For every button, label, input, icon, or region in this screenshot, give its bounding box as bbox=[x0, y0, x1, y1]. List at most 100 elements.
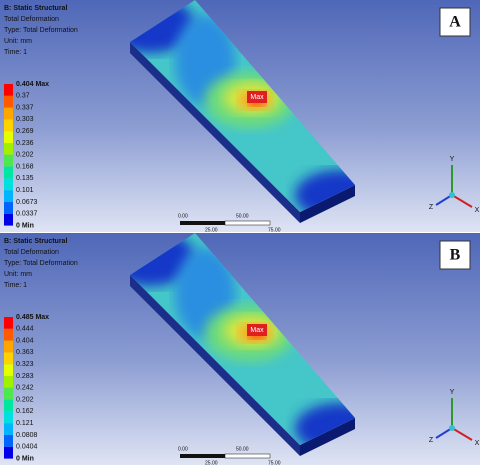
header-line: B: Static Structural bbox=[4, 238, 67, 245]
scale-label: 0.00 bbox=[178, 446, 188, 452]
scale-bar-light bbox=[224, 453, 271, 459]
legend-label: 0.242 bbox=[16, 385, 34, 392]
legend-swatch bbox=[4, 178, 13, 191]
legend-label: 0.202 bbox=[16, 152, 34, 159]
header-line: Unit: mm bbox=[4, 38, 32, 45]
scale-label: 0.00 bbox=[178, 213, 188, 219]
legend-label: 0.0337 bbox=[16, 211, 38, 218]
scale-label: 25.00 bbox=[205, 460, 218, 466]
axis-label: Z bbox=[429, 437, 434, 444]
legend-swatch bbox=[4, 376, 13, 388]
legend-swatch bbox=[4, 435, 13, 447]
legend-label: 0.337 bbox=[16, 104, 34, 111]
max-marker: Max bbox=[250, 327, 264, 334]
scale-bar-light bbox=[224, 220, 271, 226]
legend-label: 0.202 bbox=[16, 396, 34, 403]
legend-label: 0.404 bbox=[16, 337, 34, 344]
triad-origin bbox=[449, 192, 455, 198]
legend-swatch bbox=[4, 364, 13, 376]
legend-label: 0.269 bbox=[16, 128, 34, 135]
legend-swatch bbox=[4, 352, 13, 365]
panel-letter-box bbox=[439, 240, 471, 270]
legend-swatch bbox=[4, 202, 13, 214]
axis-label: Y bbox=[450, 389, 455, 396]
legend-swatch bbox=[4, 84, 13, 96]
legend-label: 0.485 Max bbox=[16, 314, 49, 321]
legend-swatch bbox=[4, 340, 13, 353]
legend-swatch bbox=[4, 399, 13, 412]
legend-label: 0 Min bbox=[16, 222, 34, 229]
axis-label: Y bbox=[450, 156, 455, 163]
legend-label: 0.101 bbox=[16, 187, 34, 194]
legend-swatch bbox=[4, 213, 13, 226]
axis-z bbox=[435, 427, 453, 439]
max-marker-box bbox=[247, 324, 267, 336]
legend-label: 0.0673 bbox=[16, 199, 38, 206]
scale-label: 50.00 bbox=[236, 446, 249, 452]
panel-letter: A bbox=[449, 14, 461, 31]
legend-swatch bbox=[4, 166, 13, 179]
header-line: Total Deformation bbox=[4, 16, 59, 23]
axis-label: X bbox=[475, 207, 480, 214]
plate-side bbox=[130, 275, 300, 456]
panel: B: Static Structural Total Deformation Typ… bbox=[0, 0, 480, 233]
legend-label: 0.404 Max bbox=[16, 81, 49, 88]
header-line: Unit: mm bbox=[4, 271, 32, 278]
axis-label: Z bbox=[429, 204, 434, 211]
max-marker: Max bbox=[250, 94, 264, 101]
triad-origin bbox=[449, 425, 455, 431]
legend-swatch bbox=[4, 446, 13, 459]
panel: B: Static Structural Total Deformation Typ… bbox=[0, 233, 480, 466]
axis-x bbox=[451, 194, 473, 208]
legend-swatch bbox=[4, 387, 13, 400]
legend-label: 0.236 bbox=[16, 140, 34, 147]
legend-swatch bbox=[4, 411, 13, 424]
legend-swatch bbox=[4, 119, 13, 132]
legend-label: 0.37 bbox=[16, 93, 30, 100]
legend-label: 0.323 bbox=[16, 361, 34, 368]
legend-label: 0.363 bbox=[16, 349, 34, 356]
legend-label: 0.121 bbox=[16, 420, 34, 427]
scale-bar-dark bbox=[180, 454, 225, 458]
plate-end bbox=[300, 418, 355, 456]
legend-swatch bbox=[4, 95, 13, 108]
legend-label: 0.283 bbox=[16, 373, 34, 380]
scale-bar-dark bbox=[180, 221, 225, 225]
legend-label: 0 Min bbox=[16, 455, 34, 462]
legend-swatch bbox=[4, 328, 13, 341]
legend-label: 0.0808 bbox=[16, 432, 38, 439]
legend-label: 0.135 bbox=[16, 175, 34, 182]
legend-label: 0.162 bbox=[16, 408, 34, 415]
header-line: Type: Total Deformation bbox=[4, 27, 78, 34]
legend-swatch bbox=[4, 423, 13, 435]
header-line: Time: 1 bbox=[4, 49, 27, 56]
header-line: Type: Total Deformation bbox=[4, 260, 78, 267]
legend-swatch bbox=[4, 107, 13, 120]
legend-label: 0.444 bbox=[16, 326, 34, 333]
panel-letter: B bbox=[450, 247, 461, 264]
header-line: Total Deformation bbox=[4, 249, 59, 256]
plate-end bbox=[300, 185, 355, 223]
plate-side bbox=[130, 42, 300, 223]
max-marker-box bbox=[247, 91, 267, 103]
axis-z bbox=[435, 194, 453, 206]
scale-label: 50.00 bbox=[236, 213, 249, 219]
legend-label: 0.0404 bbox=[16, 444, 38, 451]
legend-label: 0.303 bbox=[16, 116, 34, 123]
legend-swatch bbox=[4, 317, 13, 329]
axis-x bbox=[451, 427, 473, 441]
axis-label: X bbox=[475, 440, 480, 447]
scale-label: 75.00 bbox=[268, 227, 281, 233]
scale-label: 25.00 bbox=[205, 227, 218, 233]
header-line: Time: 1 bbox=[4, 282, 27, 289]
legend-swatch bbox=[4, 143, 13, 155]
legend-swatch bbox=[4, 131, 13, 143]
scale-label: 75.00 bbox=[268, 460, 281, 466]
legend-swatch bbox=[4, 190, 13, 202]
panel-letter-box bbox=[439, 7, 471, 37]
legend-swatch bbox=[4, 154, 13, 167]
legend-label: 0.168 bbox=[16, 163, 34, 170]
header-line: B: Static Structural bbox=[4, 5, 67, 12]
